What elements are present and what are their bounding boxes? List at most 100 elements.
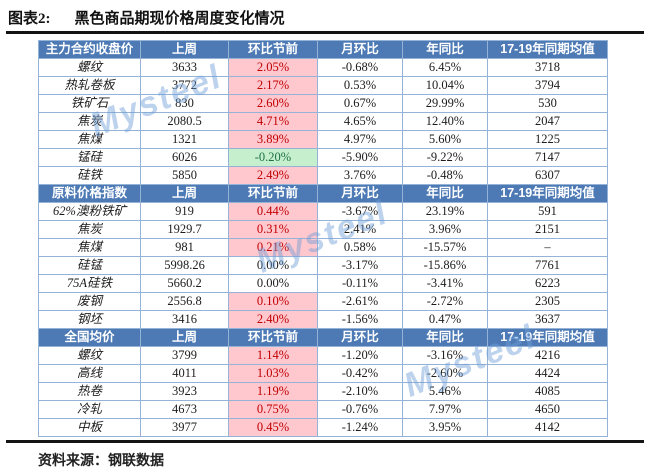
last-week-cell: 1321	[140, 130, 229, 149]
wow-cell: 4.71%	[228, 112, 318, 131]
yoy-cell: -15.57%	[402, 238, 488, 257]
row-label: 螺纹	[38, 58, 141, 77]
table-row: 热轧卷板 3772 2.17% 0.53% 10.04% 3794	[38, 76, 608, 95]
last-week-cell: 2080.5	[140, 112, 229, 131]
last-week-cell: 1929.7	[140, 220, 229, 239]
row-label: 螺纹	[38, 346, 141, 365]
avg-cell: –	[487, 238, 608, 257]
avg-cell: 4650	[487, 400, 608, 419]
last-week-cell: 5660.2	[140, 274, 229, 293]
avg-cell: 3794	[487, 76, 608, 95]
table-row: 焦炭 2080.5 4.71% 4.65% 12.40% 2047	[38, 112, 608, 131]
table-row: 62%澳粉铁矿 919 0.44% -3.67% 23.19% 591	[38, 202, 608, 221]
table-row: 螺纹 3633 2.05% -0.68% 6.45% 3718	[38, 58, 608, 77]
avg-cell: 3718	[487, 58, 608, 77]
col-header-last-week: 上周	[140, 184, 229, 203]
mom-cell: -1.24%	[317, 418, 403, 437]
avg-cell: 530	[487, 94, 608, 113]
wow-cell: 0.10%	[228, 292, 318, 311]
row-label: 铁矿石	[38, 94, 141, 113]
table-row: 热卷 3923 1.19% -2.10% 5.46% 4085	[38, 382, 608, 401]
wow-cell: 0.21%	[228, 238, 318, 257]
last-week-cell: 981	[140, 238, 229, 257]
row-label: 62%澳粉铁矿	[38, 202, 141, 221]
avg-cell: 6223	[487, 274, 608, 293]
mom-cell: 0.58%	[317, 238, 403, 257]
table-row: 钢坯 3416 2.40% -1.56% 0.47% 3637	[38, 310, 608, 329]
mom-cell: 4.97%	[317, 130, 403, 149]
row-label: 焦炭	[38, 112, 141, 131]
table-row: 锰硅 6026 -0.20% -5.90% -9.22% 7147	[38, 148, 608, 167]
mom-cell: -3.17%	[317, 256, 403, 275]
col-header-wow: 环比节前	[228, 184, 318, 203]
col-header-mom: 月环比	[317, 40, 403, 59]
price-change-table: 主力合约收盘价 上周 环比节前 月环比 年同比 17-19年同期均值 螺纹 36…	[38, 40, 608, 437]
mom-cell: -1.20%	[317, 346, 403, 365]
yoy-cell: -9.22%	[402, 148, 488, 167]
mom-cell: -2.10%	[317, 382, 403, 401]
wow-cell: 1.14%	[228, 346, 318, 365]
yoy-cell: 5.60%	[402, 130, 488, 149]
avg-cell: 2047	[487, 112, 608, 131]
row-label: 焦炭	[38, 220, 141, 239]
yoy-cell: 12.40%	[402, 112, 488, 131]
yoy-cell: 10.04%	[402, 76, 488, 95]
mom-cell: -0.11%	[317, 274, 403, 293]
last-week-cell: 919	[140, 202, 229, 221]
row-label: 焦煤	[38, 130, 141, 149]
mom-cell: -3.67%	[317, 202, 403, 221]
row-label: 热卷	[38, 382, 141, 401]
mom-cell: -0.68%	[317, 58, 403, 77]
table-row: 废钢 2556.8 0.10% -2.61% -2.72% 2305	[38, 292, 608, 311]
mom-cell: 2.41%	[317, 220, 403, 239]
wow-cell: 3.89%	[228, 130, 318, 149]
section-header-row: 全国均价 上周 环比节前 月环比 年同比 17-19年同期均值	[38, 328, 608, 347]
avg-cell: 2151	[487, 220, 608, 239]
col-header-last-week: 上周	[140, 328, 229, 347]
figure-number: 图表2:	[8, 11, 51, 27]
wow-cell: 1.19%	[228, 382, 318, 401]
last-week-cell: 5850	[140, 166, 229, 185]
section-title: 主力合约收盘价	[38, 40, 141, 59]
avg-cell: 4142	[487, 418, 608, 437]
table-row: 硅铁 5850 2.49% 3.76% -0.48% 6307	[38, 166, 608, 185]
yoy-cell: -2.60%	[402, 364, 488, 383]
last-week-cell: 6026	[140, 148, 229, 167]
wow-cell: 1.03%	[228, 364, 318, 383]
avg-cell: 7761	[487, 256, 608, 275]
mom-cell: -0.42%	[317, 364, 403, 383]
row-label: 钢坯	[38, 310, 141, 329]
yoy-cell: 7.97%	[402, 400, 488, 419]
yoy-cell: 3.95%	[402, 418, 488, 437]
yoy-cell: 5.46%	[402, 382, 488, 401]
section-title: 全国均价	[38, 328, 141, 347]
avg-cell: 3637	[487, 310, 608, 329]
row-label: 热轧卷板	[38, 76, 141, 95]
yoy-cell: 23.19%	[402, 202, 488, 221]
mom-cell: -0.76%	[317, 400, 403, 419]
yoy-cell: -2.72%	[402, 292, 488, 311]
wow-cell: 0.44%	[228, 202, 318, 221]
mom-cell: -2.61%	[317, 292, 403, 311]
table-row: 焦煤 981 0.21% 0.58% -15.57% –	[38, 238, 608, 257]
last-week-cell: 3633	[140, 58, 229, 77]
col-header-wow: 环比节前	[228, 40, 318, 59]
avg-cell: 4424	[487, 364, 608, 383]
bottom-divider	[6, 440, 644, 443]
avg-cell: 7147	[487, 148, 608, 167]
data-source: 资料来源：钢联数据	[38, 452, 164, 468]
wow-cell: 0.45%	[228, 418, 318, 437]
row-label: 锰硅	[38, 148, 141, 167]
wow-cell: 0.31%	[228, 220, 318, 239]
col-header-mom: 月环比	[317, 184, 403, 203]
col-header-yoy: 年同比	[402, 328, 488, 347]
table-row: 高线 4011 1.03% -0.42% -2.60% 4424	[38, 364, 608, 383]
last-week-cell: 3416	[140, 310, 229, 329]
last-week-cell: 4673	[140, 400, 229, 419]
table-row: 中板 3977 0.45% -1.24% 3.95% 4142	[38, 418, 608, 437]
row-label: 废钢	[38, 292, 141, 311]
yoy-cell: -15.86%	[402, 256, 488, 275]
section-title: 原料价格指数	[38, 184, 141, 203]
table-row: 螺纹 3799 1.14% -1.20% -3.16% 4216	[38, 346, 608, 365]
table-row: 硅锰 5998.26 0.00% -3.17% -15.86% 7761	[38, 256, 608, 275]
